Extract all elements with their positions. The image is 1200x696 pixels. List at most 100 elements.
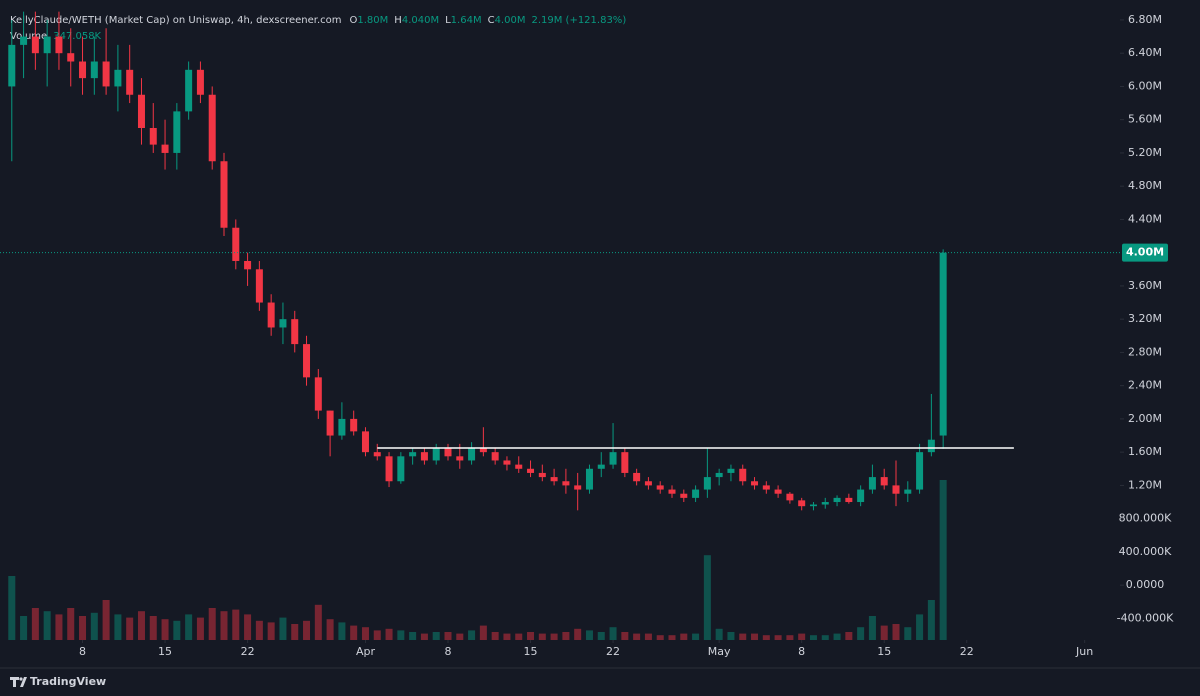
volume-bar bbox=[20, 616, 28, 640]
candle-body bbox=[857, 489, 865, 503]
y-tick-label: 4.80M bbox=[1128, 179, 1162, 192]
y-tick-label: -400.000K bbox=[1117, 611, 1174, 624]
volume-bar bbox=[857, 627, 865, 640]
candle-body bbox=[479, 448, 487, 453]
volume-bar bbox=[220, 611, 228, 640]
y-tick-label: 6.80M bbox=[1128, 13, 1162, 26]
volume-bar bbox=[597, 632, 605, 640]
volume-bar bbox=[279, 617, 287, 640]
candle-body bbox=[939, 252, 947, 436]
y-tick-label: 4.40M bbox=[1128, 212, 1162, 225]
volume-bar bbox=[868, 616, 876, 640]
candle-body bbox=[786, 493, 794, 501]
volume-bar bbox=[668, 635, 676, 640]
volume-bar bbox=[656, 635, 664, 640]
candle-body bbox=[927, 439, 935, 453]
ohlc-value: 1.64M bbox=[451, 15, 482, 26]
x-tick-label: 8 bbox=[79, 645, 86, 658]
y-tick-label: 5.20M bbox=[1128, 146, 1162, 159]
candle-body bbox=[161, 144, 169, 153]
volume-bar bbox=[420, 633, 428, 640]
volume-bar bbox=[821, 635, 829, 640]
volume-bar bbox=[479, 625, 487, 640]
brand-logo bbox=[10, 677, 27, 687]
candle-body bbox=[585, 468, 593, 490]
candle-body bbox=[821, 502, 829, 505]
volume-bar bbox=[751, 633, 759, 640]
candle-body bbox=[621, 452, 629, 473]
volume-bar bbox=[137, 611, 145, 640]
candle-body bbox=[31, 36, 39, 54]
volume-bar bbox=[715, 628, 723, 640]
volume-bar bbox=[904, 627, 912, 640]
candle-body bbox=[232, 227, 240, 261]
volume-bar bbox=[927, 600, 935, 640]
candle-body bbox=[762, 485, 770, 490]
candle-body bbox=[114, 69, 122, 87]
candle-body bbox=[55, 36, 63, 54]
candle-body bbox=[338, 418, 346, 436]
candle-body bbox=[715, 472, 723, 478]
volume-bar bbox=[291, 624, 299, 640]
candle-body bbox=[8, 44, 16, 87]
candle-body bbox=[385, 456, 393, 482]
volume-bar bbox=[255, 620, 263, 640]
candle-body bbox=[137, 94, 145, 128]
candle-body bbox=[609, 452, 617, 465]
candle-body bbox=[644, 481, 652, 486]
candle-body bbox=[208, 94, 216, 162]
candle-body bbox=[845, 497, 853, 503]
candle-body bbox=[350, 418, 358, 432]
candle-body bbox=[503, 460, 511, 465]
x-tick-label: 22 bbox=[241, 645, 255, 658]
y-tick-label: 2.80M bbox=[1128, 345, 1162, 358]
volume-bar bbox=[196, 617, 204, 640]
volume-value: 347.058K bbox=[53, 31, 101, 42]
volume-bar bbox=[432, 632, 440, 640]
y-tick-label: 3.20M bbox=[1128, 312, 1162, 325]
y-tick-label: 1.20M bbox=[1128, 478, 1162, 491]
volume-bar bbox=[809, 635, 817, 640]
volume-bar bbox=[621, 632, 629, 640]
volume-bar bbox=[361, 627, 369, 640]
volume-bar bbox=[515, 633, 523, 640]
candle-body bbox=[809, 504, 817, 507]
candle-body bbox=[314, 377, 322, 411]
volume-bar bbox=[149, 616, 157, 640]
candle-body bbox=[67, 53, 75, 62]
candle-body bbox=[90, 61, 98, 79]
candle-body bbox=[456, 456, 464, 461]
volume-bar bbox=[350, 625, 358, 640]
volume-bar bbox=[43, 611, 51, 640]
last-price-box bbox=[1122, 243, 1168, 262]
candle-body bbox=[798, 500, 806, 507]
volume-bar bbox=[739, 633, 747, 640]
volume-bar bbox=[90, 612, 98, 640]
candle-body bbox=[916, 452, 924, 490]
y-tick-label: 3.60M bbox=[1128, 279, 1162, 292]
volume-bar bbox=[527, 632, 535, 640]
volume-bar bbox=[102, 600, 110, 640]
symbol: KellyClaude/WETH (Market Cap) on Uniswap… bbox=[10, 15, 342, 26]
candle-body bbox=[868, 477, 876, 490]
volume-bar bbox=[468, 630, 476, 640]
brand-name: TradingView bbox=[30, 675, 106, 688]
volume-bar bbox=[326, 619, 334, 640]
candle-body bbox=[562, 481, 570, 486]
candle-body bbox=[892, 485, 900, 494]
legend-header: KellyClaude/WETH (Market Cap) on Uniswap… bbox=[10, 15, 626, 26]
x-tick-label: 22 bbox=[606, 645, 620, 658]
candle-body bbox=[739, 468, 747, 482]
volume-bar bbox=[126, 617, 134, 640]
ohlc-label: C bbox=[488, 15, 495, 26]
volume-bar bbox=[79, 616, 87, 640]
volume-bar bbox=[397, 630, 405, 640]
candle-body bbox=[751, 481, 759, 486]
ohlc-value: 1.80M bbox=[357, 15, 388, 26]
volume-bar bbox=[845, 632, 853, 640]
volume-bar bbox=[67, 608, 75, 640]
candle-body bbox=[220, 161, 228, 228]
candle-body bbox=[432, 448, 440, 461]
candle-body bbox=[515, 464, 523, 469]
